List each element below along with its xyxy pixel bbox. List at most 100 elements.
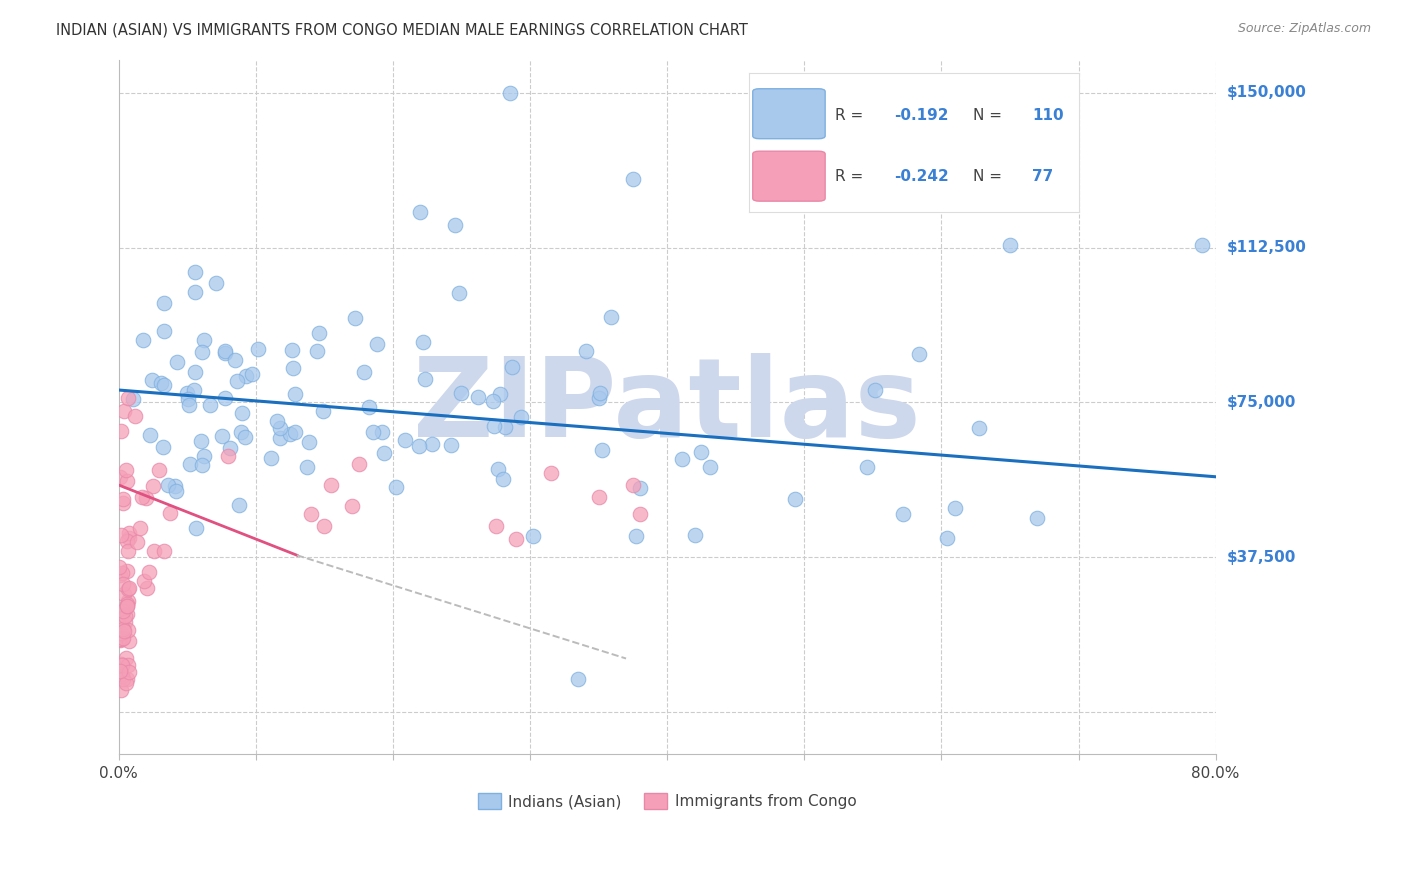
Text: INDIAN (ASIAN) VS IMMIGRANTS FROM CONGO MEDIAN MALE EARNINGS CORRELATION CHART: INDIAN (ASIAN) VS IMMIGRANTS FROM CONGO … — [56, 22, 748, 37]
Legend: Indians (Asian), Immigrants from Congo: Indians (Asian), Immigrants from Congo — [471, 787, 863, 815]
Point — [184, 265, 207, 279]
Point — [371, 425, 394, 440]
Point — [184, 285, 207, 299]
Point — [235, 368, 257, 383]
Point — [115, 676, 138, 690]
Point — [865, 384, 887, 398]
Point — [449, 286, 471, 301]
Point — [134, 574, 156, 589]
Point — [118, 525, 141, 540]
Point — [108, 632, 131, 647]
Point — [184, 520, 207, 534]
Point — [114, 650, 136, 665]
Point — [193, 333, 215, 347]
Point — [110, 657, 132, 671]
Point — [366, 336, 388, 351]
Point — [308, 326, 330, 341]
Point — [153, 324, 176, 338]
Point — [111, 604, 134, 618]
Point — [117, 544, 139, 558]
Point — [117, 624, 139, 638]
Point — [117, 634, 139, 648]
Point — [509, 410, 531, 425]
Point — [165, 483, 187, 498]
Point — [522, 529, 544, 543]
Point — [153, 543, 176, 558]
Point — [117, 597, 139, 611]
Point — [143, 544, 166, 558]
Text: Source: ZipAtlas.com: Source: ZipAtlas.com — [1237, 22, 1371, 36]
Point — [314, 519, 336, 533]
Point — [150, 376, 173, 391]
Point — [217, 449, 239, 463]
Point — [115, 672, 138, 686]
Point — [246, 343, 269, 357]
Point — [108, 559, 131, 574]
Point — [600, 310, 623, 324]
Point — [163, 479, 186, 493]
Point — [108, 470, 131, 484]
Point — [112, 495, 135, 509]
Point — [111, 672, 134, 686]
Point — [943, 501, 966, 516]
Point — [240, 367, 263, 381]
Point — [540, 466, 562, 480]
Point — [184, 365, 207, 379]
Point — [373, 446, 395, 460]
Point — [112, 404, 135, 418]
Point — [112, 586, 135, 600]
Point — [112, 622, 135, 636]
Point — [152, 441, 174, 455]
Point — [129, 521, 152, 535]
Point — [359, 401, 381, 415]
Point — [283, 387, 305, 401]
Point — [671, 451, 693, 466]
Point — [114, 608, 136, 623]
Point — [967, 421, 990, 435]
Point — [117, 582, 139, 596]
Point — [125, 535, 148, 549]
Point — [110, 657, 132, 672]
Point — [413, 372, 436, 386]
Point — [141, 373, 163, 387]
Point — [110, 625, 132, 640]
Point — [108, 632, 131, 646]
Point — [117, 534, 139, 549]
Point — [628, 507, 651, 521]
Point — [699, 459, 721, 474]
Point — [228, 499, 250, 513]
Point — [299, 507, 322, 521]
Point — [214, 392, 236, 406]
Text: $112,500: $112,500 — [1227, 240, 1306, 255]
Point — [108, 632, 131, 646]
Point — [117, 658, 139, 673]
Point — [118, 531, 141, 545]
Point — [110, 528, 132, 542]
Point — [440, 438, 463, 452]
Point — [621, 478, 644, 492]
Point — [412, 335, 434, 350]
Point — [179, 457, 201, 471]
Point — [224, 353, 246, 368]
Point — [321, 478, 343, 492]
Point — [420, 436, 443, 450]
Point — [908, 347, 931, 361]
Point — [117, 607, 139, 621]
Point — [443, 218, 465, 232]
Point — [575, 343, 598, 358]
Point — [284, 425, 307, 439]
Point — [498, 86, 520, 100]
Point — [141, 478, 163, 492]
Point — [340, 499, 363, 513]
Point — [492, 472, 515, 486]
Point — [1026, 511, 1049, 525]
Point — [689, 444, 711, 458]
Text: $150,000: $150,000 — [1227, 85, 1306, 100]
Point — [225, 374, 247, 388]
Text: ZIPatlas: ZIPatlas — [413, 353, 921, 460]
Point — [159, 506, 181, 520]
Point — [183, 384, 205, 398]
Point — [344, 310, 367, 325]
Point — [115, 599, 138, 613]
Point — [112, 577, 135, 591]
